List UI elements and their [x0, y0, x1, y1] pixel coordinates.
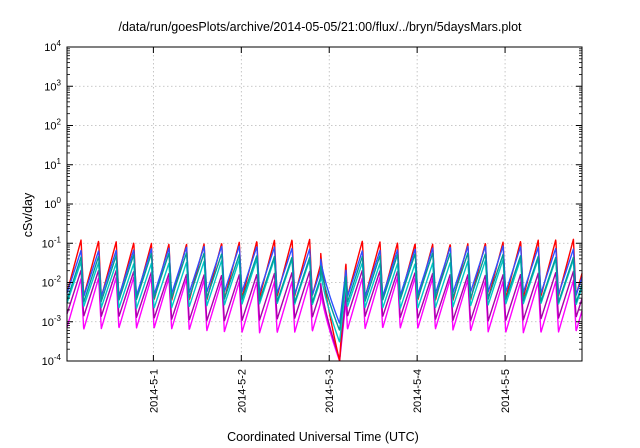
y-tick-label: 10-3 [42, 314, 62, 329]
y-tick-label: 101 [44, 157, 61, 172]
y-tick-label: 103 [44, 78, 61, 93]
chart-title: /data/run/goesPlots/archive/2014-05-05/2… [118, 20, 522, 34]
y-tick-label: 100 [44, 196, 61, 211]
x-tick-label: 2014-5-3 [324, 369, 336, 413]
x-tick-label: 2014-5-1 [148, 369, 160, 413]
series-lines [66, 238, 583, 362]
x-axis-label: Coordinated Universal Time (UTC) [227, 430, 419, 444]
x-tick-label: 2014-5-4 [412, 369, 424, 413]
y-tick-label: 104 [44, 39, 61, 54]
x-tick-label: 2014-5-5 [500, 369, 512, 413]
y-tick-label: 10-4 [42, 353, 62, 368]
y-tick-label: 10-1 [42, 235, 62, 250]
y-tick-label: 10-2 [42, 275, 62, 290]
y-tick-label: 102 [44, 118, 61, 133]
series-line [66, 252, 583, 331]
x-tick-label: 2014-5-2 [236, 369, 248, 413]
axis-ticks: 10-4 10-3 10-2 10-1 100 101 102 103 104 2014-5-1 2… [42, 39, 582, 413]
